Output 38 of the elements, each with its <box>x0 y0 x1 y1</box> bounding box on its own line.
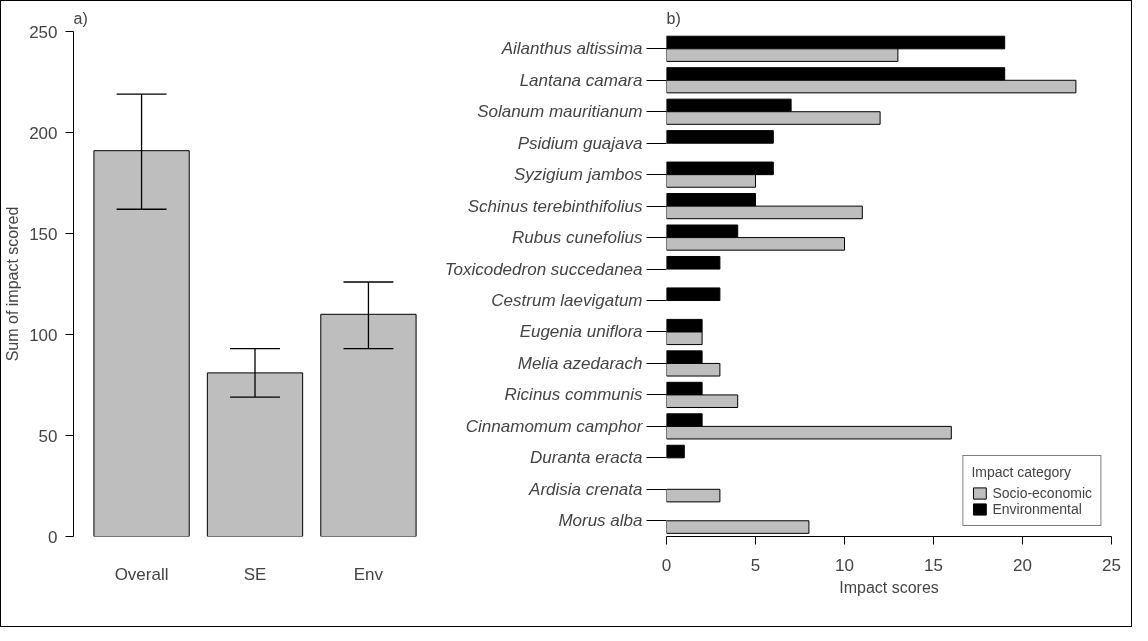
y-tick-label: Cinnamomum camphor <box>465 416 644 436</box>
y-tick-label: 200 <box>29 123 58 143</box>
y-tick-label: Lantana camara <box>519 70 643 90</box>
chart-title: a) <box>73 9 88 27</box>
y-tick-label: Melia azedarach <box>517 353 643 373</box>
y-tick-label: Ailanthus altissima <box>500 39 643 59</box>
x-tick-label: 20 <box>1013 555 1032 575</box>
y-tick-label: Ricinus communis <box>504 385 643 405</box>
y-tick-label: Syzigium jambos <box>514 165 643 185</box>
y-tick-label: Rubus cunefolius <box>512 228 643 248</box>
x-tick-label: 10 <box>835 555 854 575</box>
y-tick-label: 100 <box>29 325 58 345</box>
y-tick-label: Cestrum laevigatum <box>491 291 643 311</box>
legend-label: Socio-economic <box>992 485 1092 501</box>
y-axis-title: Sum of impact scored <box>4 206 22 362</box>
x-axis-title: Impact scores <box>839 578 939 596</box>
y-tick-label: Solanum mauritianum <box>477 102 643 122</box>
y-tick-label: 0 <box>48 527 58 547</box>
x-tick-label: 0 <box>661 555 672 575</box>
y-tick-label: Duranta eracta <box>530 448 643 468</box>
y-tick-label: 50 <box>38 426 58 446</box>
y-tick-label: Morus alba <box>558 511 643 531</box>
x-tick-label: SE <box>243 564 267 584</box>
legend-label: Environmental <box>992 501 1082 517</box>
y-tick-label: Eugenia uniflora <box>519 322 643 342</box>
x-tick-label: Env <box>353 564 384 584</box>
legend-title: Impact category <box>971 464 1072 480</box>
y-tick-label: Schinus terebinthifolius <box>467 196 643 216</box>
chart-title: b) <box>666 9 681 27</box>
y-tick-label: Psidium guajava <box>517 133 643 153</box>
y-tick-label: 150 <box>29 224 58 244</box>
x-tick-label: 5 <box>750 555 761 575</box>
x-tick-label: 15 <box>924 555 943 575</box>
y-tick-label: 250 <box>29 22 58 42</box>
x-tick-label: Overall <box>114 564 169 584</box>
x-tick-label: 25 <box>1102 555 1121 575</box>
y-tick-label: Ardisia crenata <box>528 479 643 499</box>
y-tick-label: Toxicodedron succedanea <box>444 259 643 279</box>
